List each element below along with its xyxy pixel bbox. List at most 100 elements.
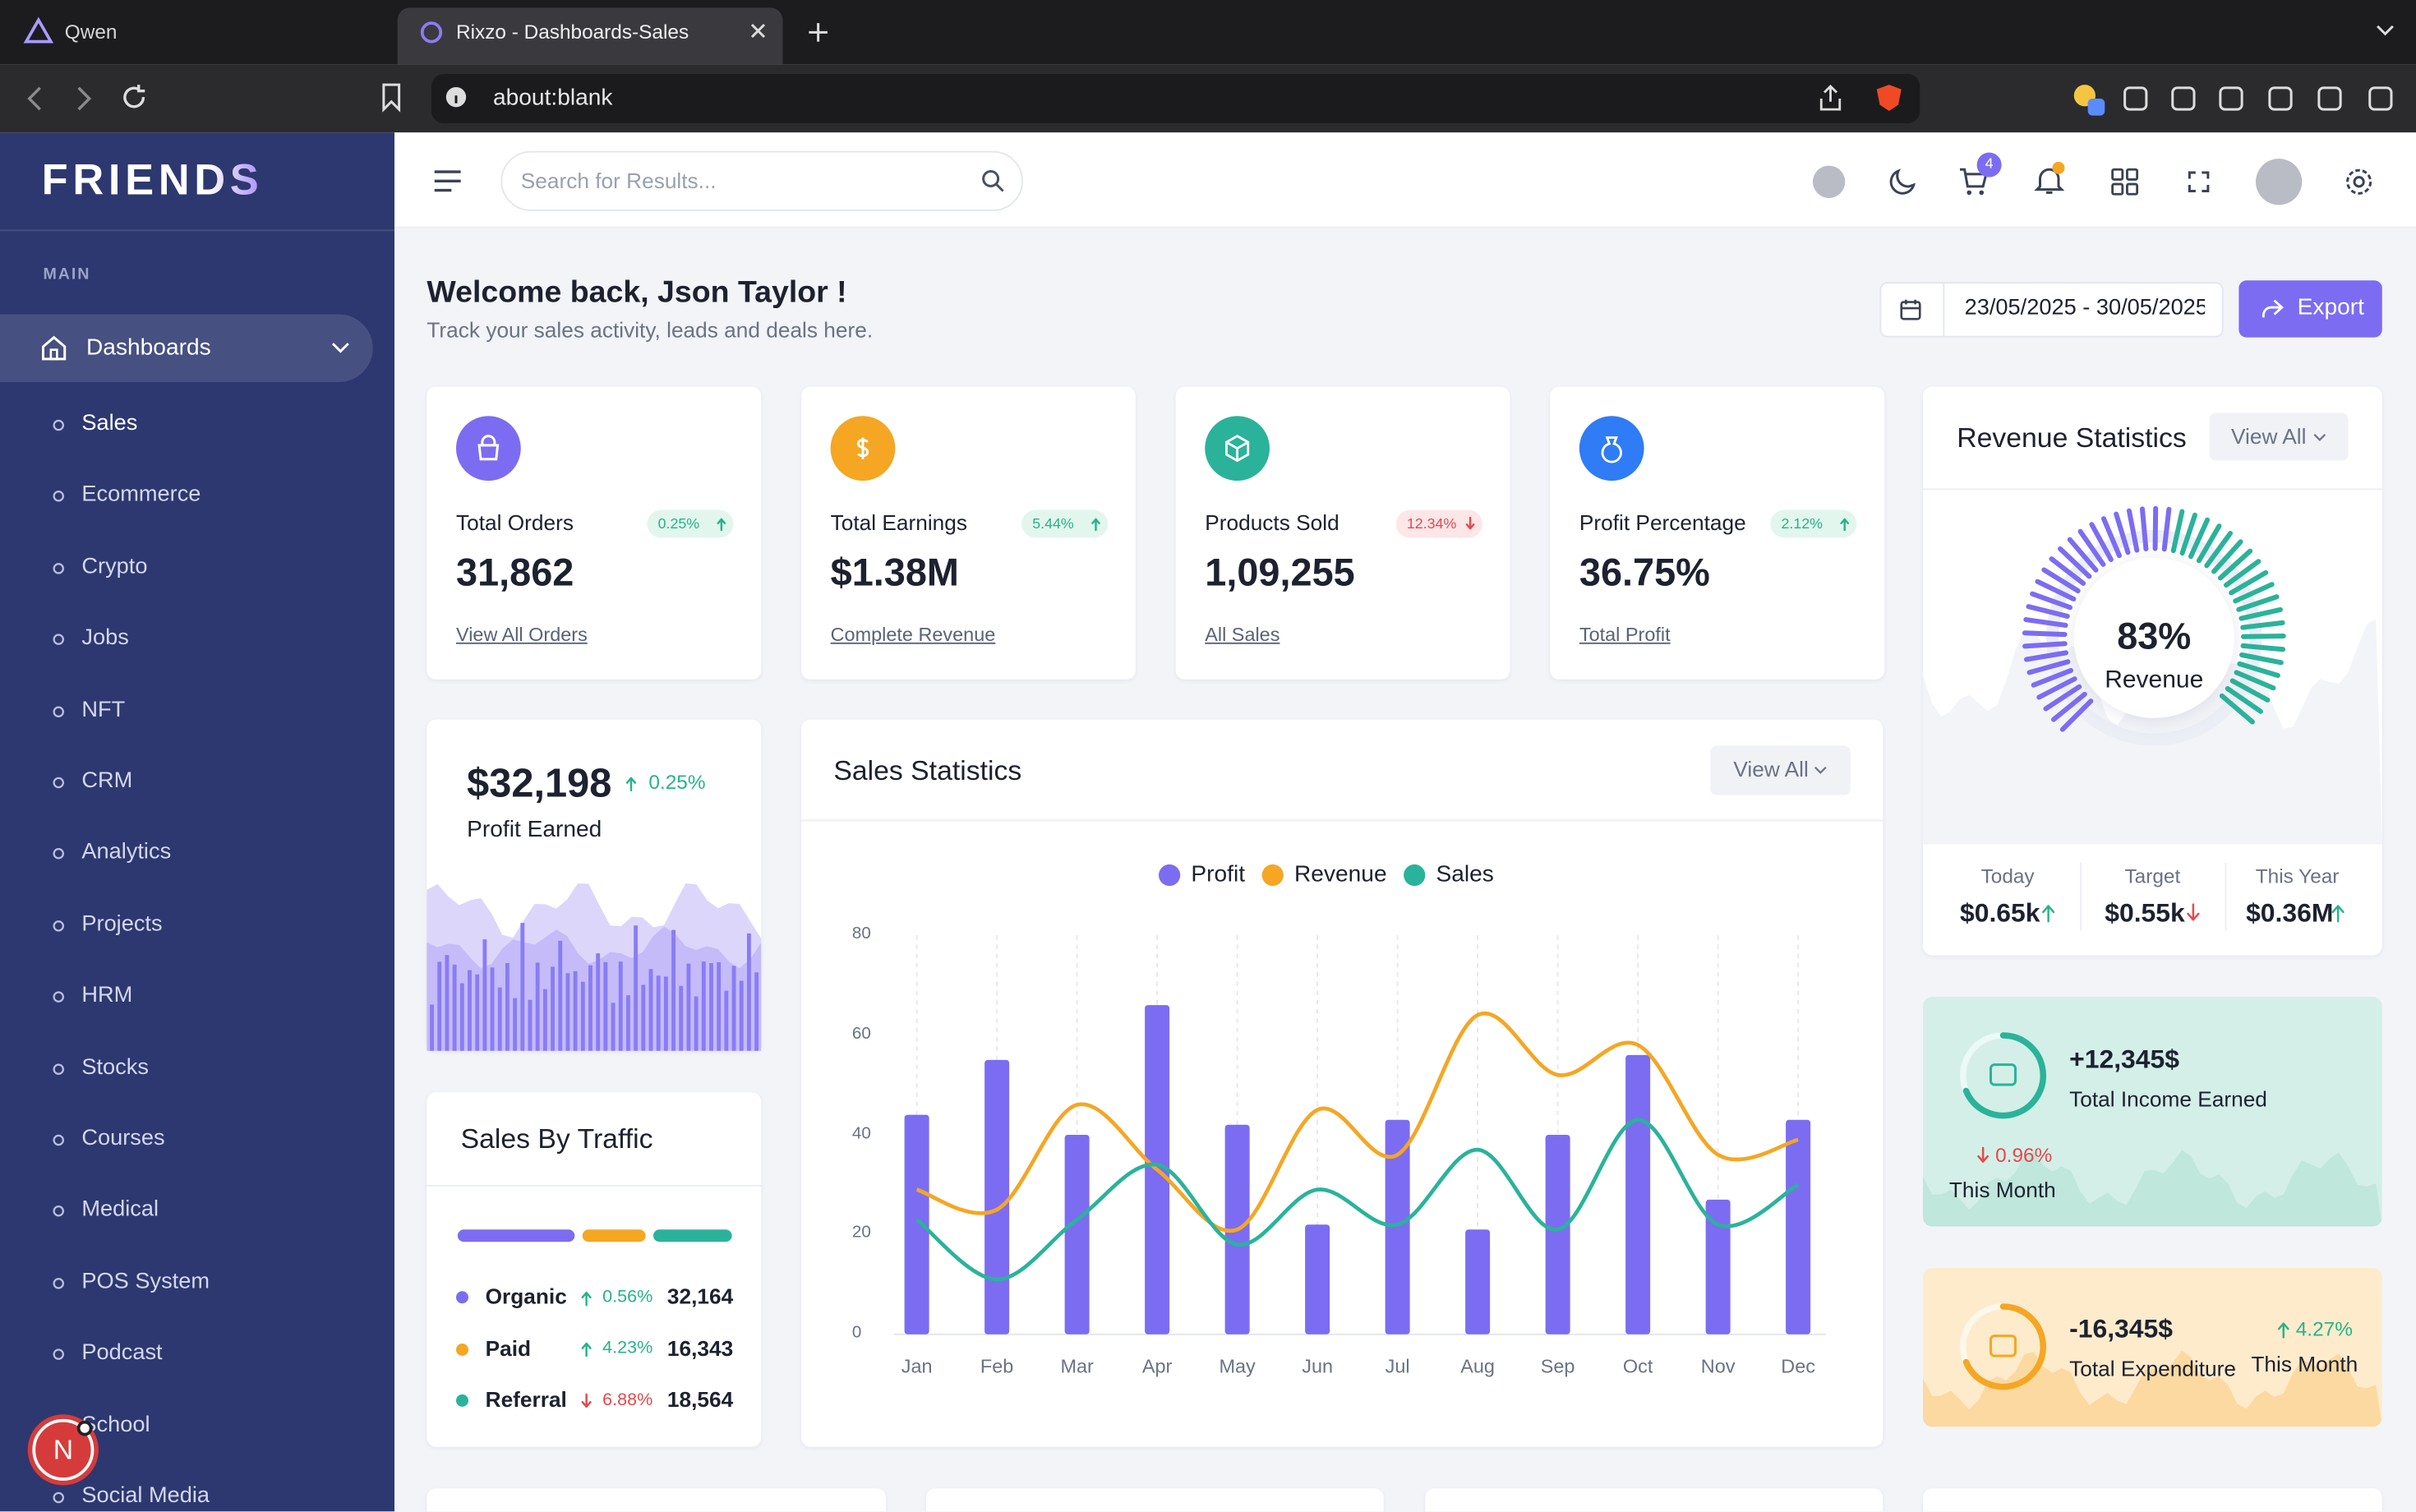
x-tick-label: Jun	[1302, 1356, 1334, 1378]
sparkline-bar	[754, 972, 759, 1051]
submenu-item[interactable]: Stocks	[81, 1054, 149, 1080]
forward[interactable]	[74, 85, 93, 113]
dark-mode[interactable]	[1889, 168, 1917, 196]
menu-bullet-part	[53, 491, 64, 503]
traffic-bar	[457, 1229, 575, 1242]
stat-title: Profit Percentage	[1579, 510, 1746, 536]
sparkline-bar	[445, 955, 450, 1051]
gauge-segment	[2211, 539, 2243, 574]
menu-bullet-part	[53, 1277, 64, 1289]
reload[interactable]	[120, 83, 148, 111]
arrow-path	[2042, 904, 2055, 922]
export-icon	[2262, 299, 2284, 318]
submenu-item[interactable]: School	[81, 1412, 150, 1437]
avatar[interactable]	[2256, 159, 2303, 205]
search-box[interactable]	[500, 150, 1023, 211]
stat-link[interactable]: All Sales	[1205, 624, 1280, 647]
date-picker[interactable]	[1879, 282, 2224, 338]
gauge-segment	[2023, 617, 2068, 628]
gauge-segment	[2229, 678, 2271, 703]
traffic-name: Paid	[485, 1335, 532, 1361]
bookmark[interactable]	[380, 83, 402, 113]
stat-icon-part	[477, 435, 500, 461]
badge-dot	[76, 1420, 93, 1436]
submenu-item[interactable]: Podcast	[81, 1340, 163, 1366]
submenu-item[interactable]: Crypto	[81, 554, 148, 579]
stat-link[interactable]: Complete Revenue	[830, 624, 996, 647]
submenu-item[interactable]: Courses	[81, 1126, 165, 1151]
settings[interactable]	[2345, 168, 2373, 196]
stat-icon-part	[856, 437, 869, 459]
submenu-item[interactable]: Sales	[81, 411, 138, 436]
tab-menu[interactable]	[2376, 23, 2395, 39]
search-icon[interactable]	[981, 169, 1004, 192]
stat-value: 1,09,255	[1205, 551, 1355, 594]
bar	[1064, 1134, 1090, 1335]
downloads[interactable]	[2169, 85, 2197, 113]
x-tick-label: Dec	[1781, 1356, 1815, 1378]
menu-bullet	[53, 491, 64, 503]
tab-title[interactable]: Rixzo - Dashboards-Sales	[456, 20, 689, 44]
leo[interactable]	[2316, 85, 2344, 113]
traffic-bar	[582, 1229, 646, 1242]
sparkline-bar	[497, 987, 502, 1051]
gauge-segment	[2077, 528, 2106, 567]
chevron-part	[1814, 766, 1827, 774]
arrow-path	[625, 776, 637, 791]
traffic-dot	[456, 1394, 468, 1407]
ext-puzzle[interactable]	[2122, 85, 2150, 113]
submenu-item[interactable]: POS System	[81, 1269, 210, 1294]
stat-icon-part	[1225, 435, 1250, 463]
theme-dot[interactable]	[1812, 165, 1846, 199]
menu-item[interactable]: Dashboards	[86, 334, 211, 361]
submenu-item[interactable]: Ecommerce	[81, 482, 201, 508]
submenu-item[interactable]: Analytics	[81, 840, 172, 865]
stat-link[interactable]: Total Profit	[1579, 624, 1671, 647]
share[interactable]	[1819, 85, 1842, 111]
submenu-item[interactable]: Medical	[81, 1197, 159, 1223]
gauge-segment	[2031, 667, 2073, 688]
gauge-segment	[2196, 523, 2222, 564]
export-button[interactable]	[2238, 280, 2382, 338]
submenu-item[interactable]: Social Media	[81, 1483, 210, 1509]
stat-icon	[1579, 416, 1644, 481]
wallet[interactable]	[2266, 85, 2294, 113]
submenu-item[interactable]: NFT	[81, 697, 126, 722]
legend-label[interactable]: Revenue	[1294, 860, 1387, 887]
apps[interactable]	[2111, 168, 2139, 196]
date-clip: 23/05/2025 - 30/05/2025	[1944, 282, 2206, 338]
active-menu[interactable]	[0, 314, 373, 382]
back[interactable]	[26, 85, 45, 113]
legend-label[interactable]: Sales	[1436, 860, 1494, 887]
back-part	[27, 86, 41, 111]
submenu-item[interactable]: Projects	[81, 911, 163, 937]
ext-1[interactable]	[2073, 83, 2106, 117]
new-tab[interactable]	[808, 21, 829, 43]
submenu-item[interactable]: Jobs	[81, 625, 129, 651]
forward-part	[77, 86, 92, 111]
submenu-item[interactable]: HRM	[81, 983, 133, 1008]
view-all-button[interactable]	[2209, 413, 2349, 461]
x-tick-label: Oct	[1622, 1356, 1653, 1378]
menu[interactable]	[2367, 85, 2395, 113]
active-tab[interactable]	[397, 7, 783, 65]
brave-shield[interactable]	[1875, 83, 1903, 113]
cart-badge: 4	[1976, 152, 2002, 177]
stat-link[interactable]: View All Orders	[456, 624, 588, 647]
tab-close[interactable]	[749, 21, 768, 40]
gauge-segment	[2041, 567, 2081, 594]
trend-arrow	[1840, 518, 1850, 532]
sidebar-toggle[interactable]	[2217, 85, 2245, 113]
view-all-button[interactable]	[1710, 745, 1851, 795]
url-field[interactable]	[431, 74, 1920, 123]
tab-title[interactable]: Qwen	[64, 20, 118, 44]
sparkline-bar	[731, 966, 736, 1051]
chevron	[1814, 766, 1827, 774]
fullscreen[interactable]	[2188, 171, 2210, 192]
trend-arrow	[2277, 1322, 2289, 1339]
income-label: Total Income Earned	[2069, 1086, 2267, 1112]
hamburger[interactable]	[433, 169, 463, 192]
submenu-item[interactable]: CRM	[81, 768, 133, 794]
legend-label[interactable]: Profit	[1191, 860, 1246, 887]
gauge-segment	[2043, 684, 2082, 712]
